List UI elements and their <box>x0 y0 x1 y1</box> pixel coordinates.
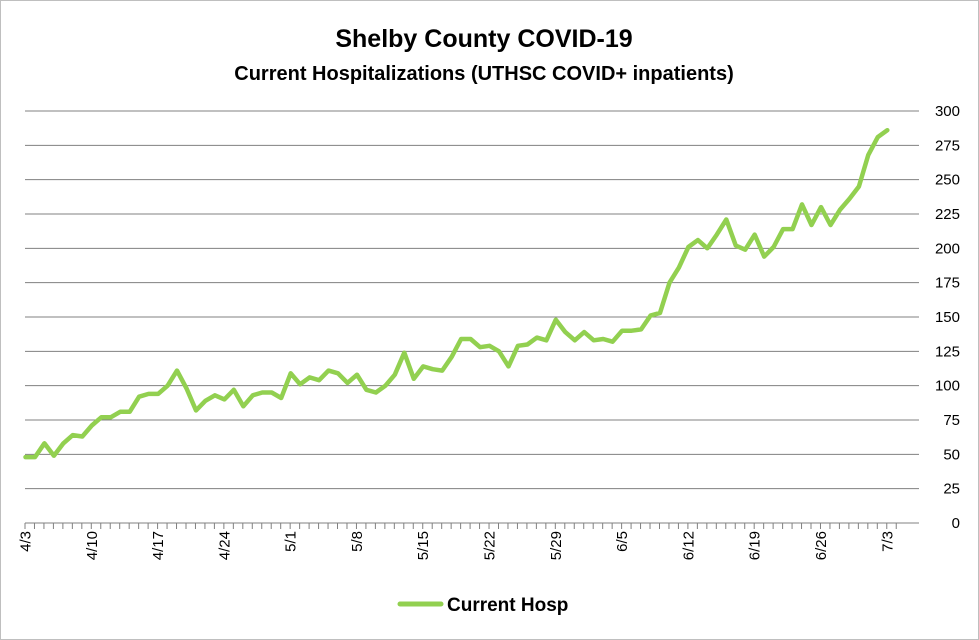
y-tick-label: 250 <box>935 172 960 189</box>
y-tick-label: 75 <box>943 412 960 429</box>
x-tick-label: 6/26 <box>813 531 830 560</box>
series-line-current-hosp <box>23 127 890 460</box>
x-tick-label: 6/19 <box>747 531 764 560</box>
y-tick-label: 125 <box>935 343 960 360</box>
y-tick-label: 25 <box>943 481 960 498</box>
y-tick-label: 100 <box>935 378 960 395</box>
legend: Current Hosp <box>397 595 568 616</box>
x-tick-label: 5/29 <box>548 531 565 560</box>
x-tick-label: 6/12 <box>680 531 697 560</box>
x-tick-label: 5/15 <box>415 531 432 560</box>
x-tick-label: 6/5 <box>614 531 631 552</box>
y-tick-label: 0 <box>952 515 960 532</box>
chart-subtitle: Current Hospitalizations (UTHSC COVID+ i… <box>234 63 733 85</box>
y-tick-label: 150 <box>935 309 960 326</box>
x-tick-label: 5/22 <box>482 531 499 560</box>
y-axis-ticks: 0 25 50 75 100 125 150 175 200 225 250 275 300 <box>935 103 960 532</box>
series-layer <box>23 127 890 460</box>
y-tick-label: 175 <box>935 275 960 292</box>
chart-title: Shelby County COVID-19 <box>335 25 632 53</box>
x-tick-label: 4/17 <box>150 531 167 560</box>
x-tick-label: 5/8 <box>349 531 366 552</box>
y-tick-label: 225 <box>935 206 960 223</box>
y-tick-label: 300 <box>935 103 960 120</box>
x-tick-label: 4/10 <box>84 531 101 560</box>
legend-label: Current Hosp <box>447 595 568 616</box>
x-axis: 4/3 4/10 4/17 4/24 5/1 5/8 5/15 5/22 5/29 6/5 6/12… <box>18 522 919 560</box>
x-tick-label: 5/1 <box>283 531 300 552</box>
y-tick-label: 200 <box>935 240 960 257</box>
gridlines <box>25 110 919 490</box>
y-tick-label: 275 <box>935 137 960 154</box>
x-tick-label: 4/24 <box>216 531 233 560</box>
y-tick-label: 50 <box>943 446 960 463</box>
x-tick-label: 7/3 <box>879 531 896 552</box>
x-tick-label: 4/3 <box>18 531 35 552</box>
